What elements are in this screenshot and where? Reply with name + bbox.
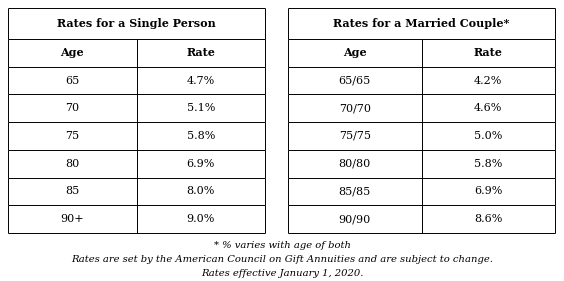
Text: 4.6%: 4.6% bbox=[474, 103, 503, 113]
Text: Rates for a Married Couple*: Rates for a Married Couple* bbox=[333, 18, 510, 29]
Text: 90/90: 90/90 bbox=[338, 214, 371, 224]
Text: 5.8%: 5.8% bbox=[187, 131, 215, 141]
Text: Rate: Rate bbox=[474, 47, 503, 58]
Text: 70/70: 70/70 bbox=[339, 103, 371, 113]
Text: 5.0%: 5.0% bbox=[474, 131, 503, 141]
Text: 6.9%: 6.9% bbox=[474, 186, 503, 196]
Text: 85/85: 85/85 bbox=[338, 186, 371, 196]
Text: Age: Age bbox=[60, 47, 84, 58]
Text: 8.0%: 8.0% bbox=[187, 186, 215, 196]
Text: 5.1%: 5.1% bbox=[187, 103, 215, 113]
Text: 85: 85 bbox=[65, 186, 80, 196]
Text: 8.6%: 8.6% bbox=[474, 214, 503, 224]
Text: 4.2%: 4.2% bbox=[474, 76, 503, 85]
Text: 80/80: 80/80 bbox=[338, 159, 371, 169]
Text: Rates are set by the American Council on Gift Annuities and are subject to chang: Rates are set by the American Council on… bbox=[71, 255, 493, 264]
Text: 5.8%: 5.8% bbox=[474, 159, 503, 169]
Text: Rates effective January 1, 2020.: Rates effective January 1, 2020. bbox=[201, 269, 363, 278]
Text: Rates for a Single Person: Rates for a Single Person bbox=[57, 18, 216, 29]
Text: 70: 70 bbox=[65, 103, 80, 113]
Text: Rate: Rate bbox=[186, 47, 215, 58]
Text: 75/75: 75/75 bbox=[339, 131, 371, 141]
Text: 65: 65 bbox=[65, 76, 80, 85]
Text: 65/65: 65/65 bbox=[338, 76, 371, 85]
Text: Age: Age bbox=[343, 47, 367, 58]
Text: 80: 80 bbox=[65, 159, 80, 169]
Text: 9.0%: 9.0% bbox=[187, 214, 215, 224]
Text: * % varies with age of both: * % varies with age of both bbox=[214, 241, 350, 250]
Text: 4.7%: 4.7% bbox=[187, 76, 215, 85]
Text: 75: 75 bbox=[65, 131, 80, 141]
Text: 90+: 90+ bbox=[60, 214, 84, 224]
Text: 6.9%: 6.9% bbox=[187, 159, 215, 169]
